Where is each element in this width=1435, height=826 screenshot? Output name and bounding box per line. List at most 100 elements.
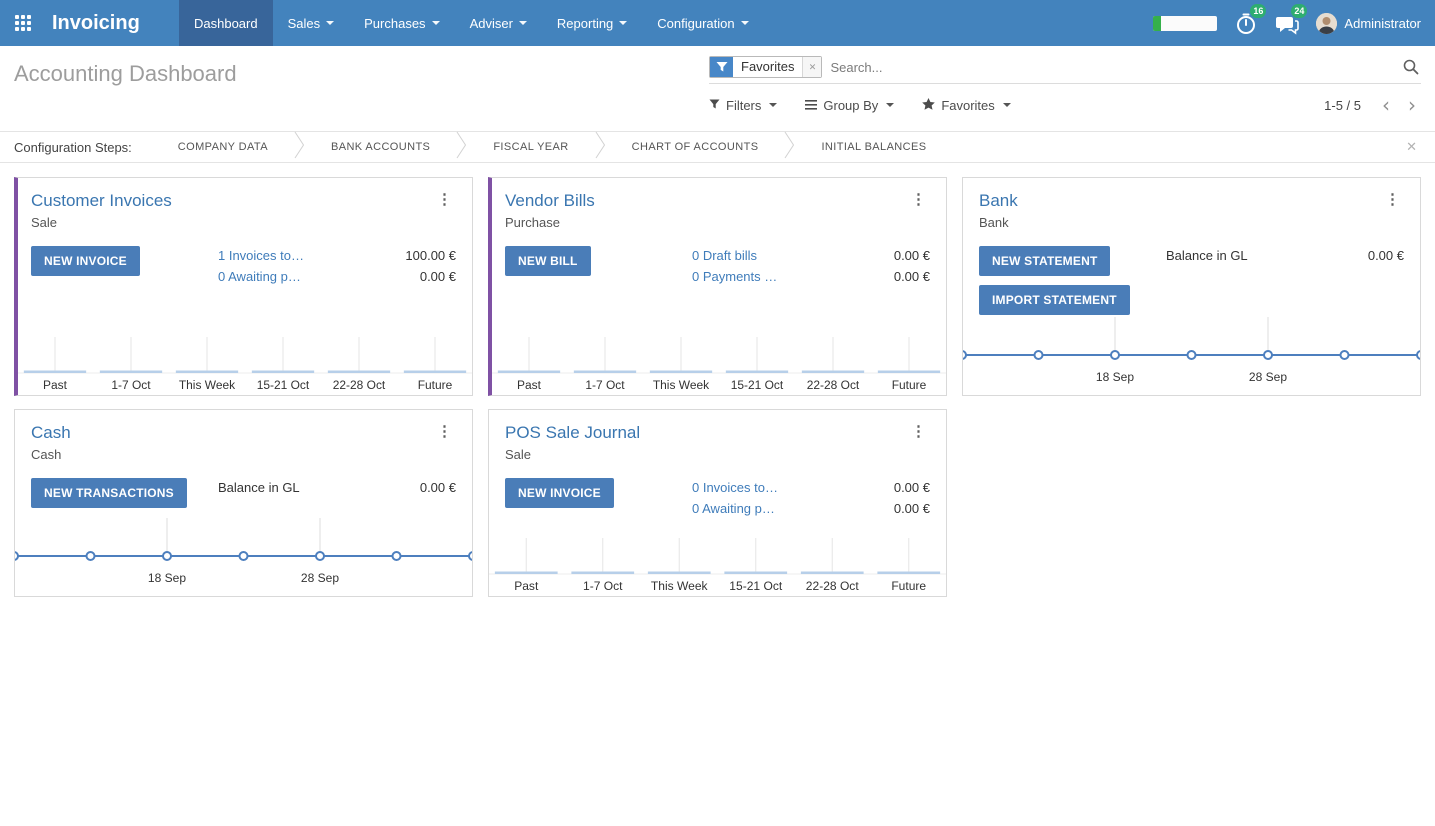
card-title-block: Bank Bank	[979, 191, 1018, 230]
activities-button[interactable]: 16	[1234, 4, 1267, 35]
x-axis-label: 18 Sep	[1096, 370, 1134, 384]
info-link[interactable]: 0 Awaiting p…	[218, 269, 301, 284]
menu-item-sales[interactable]: Sales	[273, 0, 350, 46]
new-statement-button[interactable]: NEW STATEMENT	[979, 246, 1111, 276]
info-row: 0 Awaiting p… 0.00 €	[692, 501, 930, 516]
search-input[interactable]	[822, 57, 1401, 77]
kebab-menu-icon[interactable]: ⋮	[911, 191, 926, 208]
card-subtitle: Bank	[979, 215, 1009, 230]
kebab-menu-icon[interactable]: ⋮	[437, 423, 452, 440]
facet-label: Favorites	[741, 59, 795, 74]
new-transactions-button[interactable]: NEW TRANSACTIONS	[31, 478, 187, 508]
config-steps: COMPANY DATA BANK ACCOUNTS FISCAL YEAR CHAR…	[152, 131, 953, 164]
card-title-link[interactable]: Cash	[31, 423, 71, 442]
kebab-menu-icon[interactable]: ⋮	[1385, 191, 1400, 208]
import-statement-button[interactable]: IMPORT STATEMENT	[979, 285, 1130, 315]
config-step-3[interactable]: FISCAL YEAR	[493, 141, 569, 153]
info-link[interactable]: 0 Payments …	[692, 269, 778, 284]
favorites-dropdown-button[interactable]: Favorites	[922, 97, 1011, 113]
menu-item-dashboard[interactable]: Dashboard	[179, 0, 273, 46]
card-title-link[interactable]: POS Sale Journal	[505, 423, 641, 442]
card-header: Cash Cash ⋮	[31, 423, 456, 462]
x-axis-label: 15-21 Oct	[729, 579, 783, 593]
new-invoice-button[interactable]: NEW INVOICE	[31, 246, 140, 276]
info-row: 1 Invoices to… 100.00 €	[218, 248, 456, 263]
card-chart: 18 Sep 28 Sep	[963, 317, 1420, 395]
user-menu[interactable]: Administrator	[1316, 12, 1421, 34]
search-icon[interactable]	[1401, 59, 1421, 75]
filter-dropdowns: Filters Group By Favorites	[709, 97, 1011, 113]
config-step-4[interactable]: CHART OF ACCOUNTS	[631, 141, 759, 153]
info-link[interactable]: 0 Invoices to…	[692, 480, 778, 495]
new-invoice-button[interactable]: NEW INVOICE	[505, 478, 614, 508]
menu-item-label: Dashboard	[194, 15, 258, 31]
subscription-progress-bar[interactable]	[1153, 15, 1218, 31]
menu-item-reporting[interactable]: Reporting	[542, 0, 642, 46]
card-info: 0 Draft bills 0.00 € 0 Payments … 0.00 €	[692, 246, 930, 290]
card-chart: Past 1-7 Oct This Week 15-21 Oct 22-28 Oct Fu…	[489, 526, 946, 596]
config-close-icon[interactable]: ✕	[1406, 139, 1417, 154]
info-row: 0 Invoices to… 0.00 €	[692, 480, 930, 495]
card-chart: Past 1-7 Oct This Week 15-21 Oct 22-28 Oct Fu…	[492, 325, 946, 395]
journal-card-pos-sale-journal: POS Sale Journal Sale ⋮ NEW INVOICE 0 Invoic…	[488, 409, 947, 597]
activity-count-badge: 16	[1250, 4, 1267, 18]
chevron-down-icon	[326, 21, 335, 25]
info-amount: 0.00 €	[419, 480, 456, 495]
x-axis-label: Future	[418, 378, 453, 392]
user-name: Administrator	[1344, 15, 1421, 31]
menu-item-configuration[interactable]: Configuration	[642, 0, 763, 46]
card-title-block: Customer Invoices Sale	[31, 191, 172, 230]
kebab-menu-icon[interactable]: ⋮	[437, 191, 452, 208]
config-step-1[interactable]: COMPANY DATA	[177, 141, 268, 153]
chevron-down-icon	[431, 21, 440, 25]
message-count-badge: 24	[1291, 4, 1308, 18]
card-title-link[interactable]: Vendor Bills	[505, 191, 595, 210]
card-body: NEW TRANSACTIONS Balance in GL 0.00 €	[31, 478, 456, 508]
info-link[interactable]: 0 Awaiting p…	[692, 501, 775, 516]
config-steps-label: Configuration Steps:	[14, 139, 132, 155]
main-menu: Dashboard Sales Purchases Adviser Reporting C…	[179, 0, 764, 46]
filter-icon	[710, 57, 733, 77]
card-title-link[interactable]: Bank	[979, 191, 1018, 210]
x-axis-label: This Week	[179, 378, 235, 392]
card-info: Balance in GL 0.00 €	[218, 478, 456, 508]
x-axis-label: 28 Sep	[1249, 370, 1287, 384]
group-by-dropdown-button[interactable]: Group By	[805, 98, 895, 113]
facet-remove-icon[interactable]: ✕	[802, 57, 822, 77]
line-chart: 18 Sep 28 Sep	[15, 518, 472, 585]
card-body: NEW BILL 0 Draft bills 0.00 €0 Payments … 0…	[505, 246, 930, 290]
card-header: POS Sale Journal Sale ⋮	[505, 423, 930, 462]
info-amount: 0.00 €	[419, 269, 456, 284]
pager-next-button[interactable]: ›	[1408, 93, 1416, 117]
filters-dropdown-button[interactable]: Filters	[709, 98, 778, 113]
info-link[interactable]: 1 Invoices to…	[218, 248, 304, 263]
x-axis-label: Future	[892, 378, 927, 392]
x-axis-label: 1-7 Oct	[583, 579, 623, 593]
x-axis-label: 22-28 Oct	[807, 378, 860, 392]
info-link[interactable]: 0 Draft bills	[692, 248, 758, 263]
info-amount: 0.00 €	[893, 269, 930, 284]
menu-item-label: Sales	[287, 15, 321, 31]
new-bill-button[interactable]: NEW BILL	[505, 246, 591, 276]
card-actions: NEW INVOICE	[31, 246, 218, 290]
info-amount: 0.00 €	[893, 248, 930, 263]
card-body: NEW STATEMENT IMPORT STATEMENT Balance in …	[979, 246, 1404, 315]
chevron-down-icon	[518, 21, 527, 25]
info-amount: 0.00 €	[893, 501, 930, 516]
config-step-2[interactable]: BANK ACCOUNTS	[330, 141, 431, 153]
kebab-menu-icon[interactable]: ⋮	[911, 423, 926, 440]
menu-item-purchases[interactable]: Purchases	[349, 0, 454, 46]
info-row: Balance in GL 0.00 €	[1166, 248, 1404, 263]
config-step-5[interactable]: INITIAL BALANCES	[821, 141, 927, 153]
app-brand[interactable]: Invoicing	[52, 12, 140, 34]
messages-button[interactable]: 24	[1275, 4, 1308, 35]
x-axis-label: This Week	[651, 579, 709, 593]
card-title-link[interactable]: Customer Invoices	[31, 191, 172, 210]
line-chart: 18 Sep 28 Sep	[963, 317, 1420, 384]
menu-item-adviser[interactable]: Adviser	[455, 0, 542, 46]
search-panel: Favorites ✕ Filters Group By Favorites 1-5…	[709, 46, 1421, 131]
apps-menu-button[interactable]	[0, 0, 46, 46]
step-separator	[294, 131, 305, 164]
pager-previous-button[interactable]: ‹	[1382, 93, 1390, 117]
avatar	[1316, 12, 1338, 34]
